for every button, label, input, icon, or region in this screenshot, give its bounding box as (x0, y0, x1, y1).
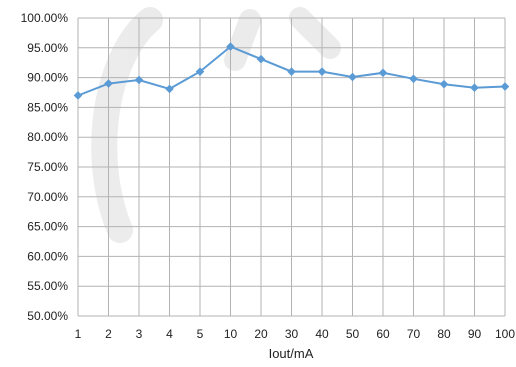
y-tick-label: 75.00% (27, 160, 68, 174)
x-tick-label: 90 (468, 327, 482, 341)
series-layer (73, 42, 510, 100)
x-tick-label: 3 (136, 327, 143, 341)
data-point-marker (287, 67, 296, 76)
x-tick-label: 80 (437, 327, 451, 341)
grid-lines (77, 17, 506, 317)
x-tick-label: 5 (197, 327, 204, 341)
y-tick-label: 60.00% (27, 249, 68, 263)
data-point-marker (73, 91, 83, 100)
data-point-marker (500, 82, 510, 91)
x-axis-title: Iout/mA (269, 346, 314, 361)
data-point-marker (256, 54, 266, 64)
data-point-marker (470, 83, 479, 93)
data-point-marker (104, 79, 113, 88)
x-tick-label: 2 (105, 327, 112, 341)
data-point-marker (409, 74, 418, 84)
y-tick-label: 55.00% (27, 279, 68, 293)
x-tick-label: 60 (376, 327, 390, 341)
data-point-marker (226, 42, 235, 51)
y-tick-label: 100.00% (21, 11, 69, 25)
y-tick-label: 85.00% (27, 100, 68, 114)
data-point-marker (195, 67, 205, 76)
x-tick-label: 20 (254, 327, 268, 341)
x-tick-label: 70 (407, 327, 421, 341)
watermark (91, 7, 341, 243)
y-tick-label: 90.00% (27, 71, 68, 85)
x-tick-label: 100 (495, 327, 515, 341)
x-tick-label: 10 (224, 327, 238, 341)
y-axis-ticks: 50.00% 55.00% 60.00% 65.00% 70.00% 75.00% 80.0… (21, 11, 69, 323)
y-tick-label: 65.00% (27, 220, 68, 234)
x-tick-label: 40 (315, 327, 329, 341)
data-point-marker (134, 75, 144, 85)
data-point-marker (378, 68, 388, 78)
x-tick-label: 50 (346, 327, 360, 341)
y-tick-label: 50.00% (27, 309, 68, 323)
x-tick-label: 1 (75, 327, 82, 341)
y-tick-label: 70.00% (27, 190, 68, 204)
x-axis-ticks: 1 2 3 4 5 10 20 30 40 50 60 70 80 90 100 (75, 327, 516, 341)
y-tick-label: 95.00% (27, 41, 68, 55)
y-tick-label: 80.00% (27, 130, 68, 144)
x-tick-label: 30 (285, 327, 299, 341)
data-point-marker (439, 79, 449, 89)
data-point-marker (348, 72, 357, 82)
data-point-marker (165, 84, 174, 94)
data-point-marker (317, 67, 327, 76)
x-tick-label: 4 (166, 327, 173, 341)
